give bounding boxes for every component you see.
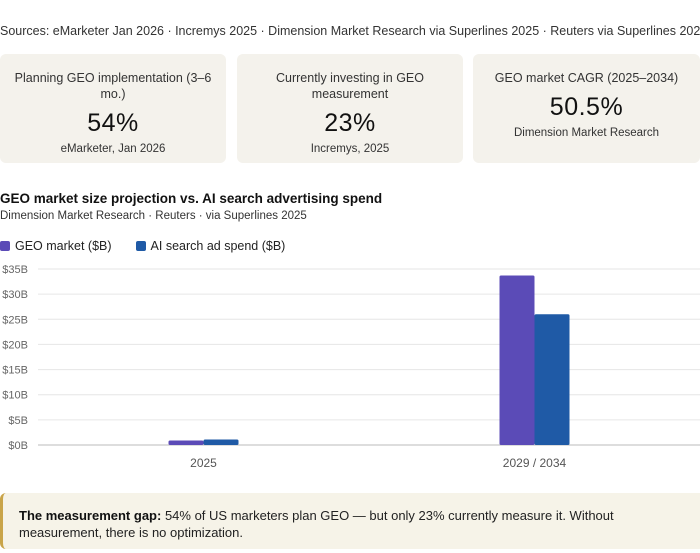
stat-value: 54% [87,109,139,137]
legend-label-geo: GEO market ($B) [15,239,112,253]
x-tick-label: 2029 / 2034 [503,456,567,470]
legend-swatch-geo [0,241,10,251]
stat-source: eMarketer, Jan 2026 [60,143,166,155]
chart-subtitle: Dimension Market Research · Reuters · vi… [0,210,307,222]
stat-label: Currently investing in GEO measurement [276,71,424,101]
legend-label-ai-spend: AI search ad spend ($B) [150,239,286,253]
legend-swatch-ai-spend [135,241,146,251]
y-tick-label: $25B [2,314,28,326]
bar-ai-search-spend [534,314,570,445]
y-tick-label: $20B [2,339,28,351]
stat-label: GEO market CAGR (2025–2034) [494,71,679,85]
stat-card-cagr: GEO market CAGR (2025–2034) 50.5% Dimens… [473,54,700,163]
stat-card-planning: Planning GEO implementation (3–6 mo.) 54… [0,54,226,163]
y-tick-label: $0B [8,440,28,452]
y-tick-label: $10B [2,390,28,402]
stat-value: 23% [324,109,376,137]
chart-legend: GEO market ($B) AI search ad spend ($B) [0,239,309,253]
bar-ai-search-spend [203,439,239,445]
chart-title: GEO market size projection vs. AI search… [0,191,383,206]
sources-line: Sources: eMarketer Jan 2026 · Incremys 2… [0,24,700,38]
callout-bold: The measurement gap: [19,508,162,523]
bar-geo-market [168,440,204,445]
bar-geo-market [499,275,535,445]
stat-label: Planning GEO implementation (3–6 mo.) [14,71,212,101]
legend-item-geo[interactable]: GEO market ($B) [0,239,112,253]
stat-card-investing: Currently investing in GEO measurement 2… [237,54,463,163]
stat-value: 50.5% [549,93,624,121]
y-tick-label: $35B [2,264,28,276]
stat-source: Incremys, 2025 [310,143,390,155]
measurement-gap-callout: The measurement gap: 54% of US marketers… [0,493,700,549]
y-tick-label: $30B [2,289,28,301]
callout-text: 54% of US marketers plan GEO — but only … [19,508,614,540]
bar-chart: $0B $5B $10B $15B $20B $25B $30B $35B 2025 2029 /… [2,264,700,470]
legend-item-ai-spend[interactable]: AI search ad spend ($B) [135,239,286,253]
y-tick-label: $5B [8,415,28,427]
stat-source: Dimension Market Research [513,127,660,139]
x-tick-label: 2025 [190,456,217,470]
y-tick-label: $15B [2,365,28,377]
